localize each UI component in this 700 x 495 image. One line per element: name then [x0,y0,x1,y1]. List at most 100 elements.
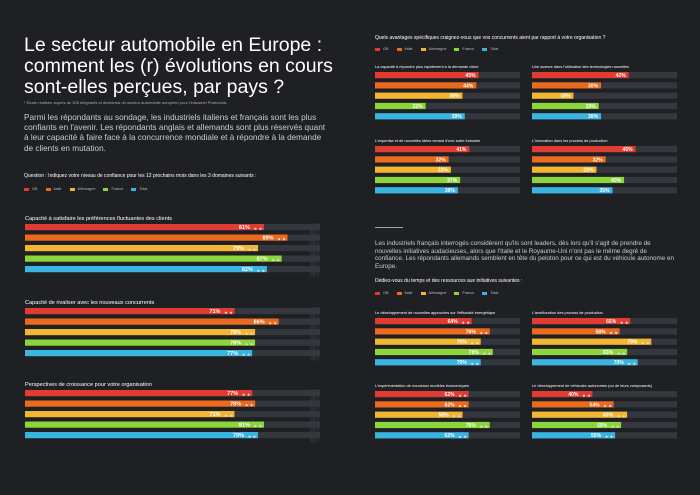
legend-swatch-gb [375,47,380,51]
legend-swatch-total [131,187,137,191]
legend-item: Total [482,47,498,51]
bar-value-label: 78% [230,402,241,408]
legend-label: Italie [53,187,62,191]
bar-allemagne [532,338,652,345]
bar-value-label: 79% [233,246,244,252]
bar-gb [25,224,264,231]
legend-swatch-allemagne [420,47,426,51]
legend-label: France [462,291,475,295]
bar-gb [375,72,479,79]
bar-value-label: 32% [593,157,604,163]
legend-label: Allemagne [428,47,447,51]
bar-allemagne [25,329,256,336]
bar-gb [532,391,593,398]
car-icon [241,351,252,356]
bar-italie [25,318,279,325]
bar-italie [375,82,477,89]
bar-allemagne [25,245,259,252]
bar-value-label: 45% [466,73,477,79]
legend-label: Italie [404,47,413,51]
bar-total [25,266,267,273]
car-icon [244,401,255,407]
bar-value-label: 35% [600,188,611,194]
bar-value-label: 81% [239,225,250,231]
bar-france [25,339,256,346]
bar-value-label: 39% [452,114,463,120]
bar-value-label: 86% [254,320,265,326]
bar-track [375,102,520,110]
legend-item: Total [131,187,147,191]
bar-allemagne [375,338,481,345]
car-icon [481,350,492,355]
panel-title: Le développement de véhicules autonomes … [532,383,653,388]
bar-total [25,350,253,357]
bar-value-label: 77% [227,351,238,357]
bar-gb [375,146,470,153]
car-icon [247,246,258,251]
bar-france [532,421,622,429]
bar-france [532,348,628,356]
bar-value-label: 30% [588,114,599,120]
legend-swatch-allemagne [69,187,75,191]
bar-italie [532,328,620,335]
car-icon [252,225,263,230]
car-icon [247,433,258,438]
car-icon [640,340,651,345]
legend-right: GB Italie Allemagne France Total [375,47,498,51]
car-icon [244,340,255,346]
bar-italie [25,234,288,241]
bar-track [532,92,677,99]
bar-gb [375,318,472,325]
legend-swatch-france [454,47,460,51]
bar-value-label: 32% [436,157,447,163]
car-icon [616,350,627,355]
panel-title: Perspectives de croissance pour votre or… [25,382,152,388]
bar-value-label: 65% [606,319,617,325]
bar-value-label: 89% [263,236,274,242]
car-icon [602,402,613,408]
bar-value-label: 77% [227,391,238,397]
panel-title: Capacité à satisfaire les préférences fl… [25,216,172,222]
bar-value-label: 87% [257,257,268,263]
legend-swatch-italie [45,187,51,191]
panel-title: Le développement de nouvelles approches … [375,310,495,315]
bar-allemagne [532,411,628,418]
bar-italie [375,401,469,408]
bar-gb [375,391,469,398]
bar-value-label: 33% [438,168,449,174]
car-icon [608,329,619,335]
legend-item: Allemagne [69,187,95,191]
bar-total [375,432,469,439]
bar-total [532,187,613,194]
bar-value-label: 40% [568,392,579,398]
bar-total [375,113,465,120]
legend-label: Total [490,47,499,51]
car-icon [241,391,252,396]
legend-swatch-italie [396,47,402,51]
bar-value-label: 58% [439,413,450,419]
bar-value-label: 40% [611,178,622,184]
legend-swatch-gb [24,187,29,191]
legend-label: Total [139,187,148,191]
car-icon [255,267,266,272]
page-title: Le secteur automobile en Europe : commen… [24,34,333,98]
bar-track [532,113,677,120]
car-icon [267,319,278,325]
bar-value-label: 64% [448,319,459,325]
bar-value-label: 79% [627,340,638,346]
car-icon [619,319,630,324]
bar-total [532,359,638,366]
legend-swatch-gb [375,291,380,295]
bar-value-label: 62% [445,402,456,408]
bar-value-label: 54% [590,402,601,408]
bar-track [532,166,677,173]
bar-value-label: 63% [603,350,614,356]
car-icon [478,329,489,335]
bar-italie [532,401,614,408]
legend-label: GB [383,47,389,51]
bar-value-label: 18% [560,94,571,100]
bar-italie [25,400,256,407]
bar-value-label: 76% [466,329,477,335]
bar-value-label: 81% [239,423,250,429]
